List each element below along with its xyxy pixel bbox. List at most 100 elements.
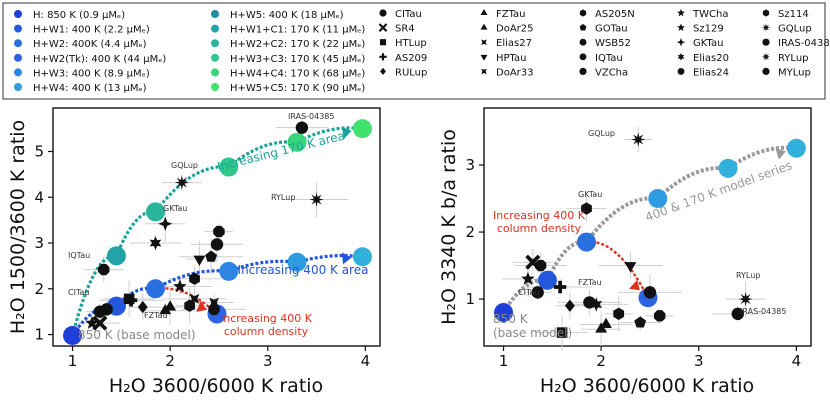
legend-source-label: GQLup [778,24,812,35]
left-label-citau: CITau [68,288,89,297]
legend-source-marker [379,39,387,46]
left-xtick-label: 4 [361,352,371,370]
left-model-point [287,252,307,272]
right-model-point [494,302,514,322]
legend-model-label: H+W2(Tk): 400 K (44 μMₑ) [33,54,166,65]
right-model-point [648,189,668,209]
legend-source-marker [677,52,685,61]
legend-source-marker [579,24,587,31]
legend-model-swatch [211,10,219,18]
left-source-point [98,263,110,276]
right-label-rylup: RYLup [736,271,760,280]
right-source-point [731,307,744,321]
left-label-rylup: RYLup [271,193,295,202]
legend-source-label: SR4 [395,24,415,35]
left-source-point [159,303,172,315]
right-ytick-label: 2 [465,223,475,241]
right-xlabel: H₂O 3600/6000 K ratio [540,375,754,397]
right-source-point [634,316,647,328]
left-source-point [208,303,220,316]
left-ylabel: H₂O 1500/3600 K ratio [7,120,29,334]
right-source-point [521,271,535,285]
left-source-point [158,216,173,231]
right-models [494,138,806,322]
legend-source-label: RYLup [778,53,809,64]
legend-source-marker [579,53,587,61]
left-label-iqtau: IQTau [68,251,90,260]
legend-model-swatch [14,83,22,91]
legend-source-label: DoAr25 [496,24,534,35]
legend-model-swatch [211,24,219,33]
legend-model-swatch [14,24,22,33]
left-annot-400col-2: column density [224,325,309,338]
right-source-point [643,286,657,299]
legend-source-marker [761,23,771,32]
left-source-point [137,300,148,314]
left-xtick-label: 3 [263,352,273,370]
legend-source-label: IQTau [595,53,623,64]
left-source-point [309,192,324,207]
legend-model-label: H: 850 K (0.9 μMₑ) [33,10,125,21]
legend-source-label: GKTau [693,38,723,49]
legend-source-label: Sz114 [778,9,809,20]
legend-model-label: H+W3+C3: 170 K (45 μMₑ) [230,54,365,65]
legend-source-marker [762,38,770,46]
left-label-iras: IRAS-04385 [288,112,334,121]
legend-model-label: H+W4+C4: 170 K (68 μMₑ) [230,68,365,79]
left-sources [85,121,324,331]
legend-model-swatch [14,68,22,77]
left-source-point [210,238,224,251]
left-source-point [213,225,225,238]
legend-model-label: H+W3: 400 K (8.9 μMₑ) [33,68,150,79]
left-ytick-label: 2 [34,280,44,298]
left-label-gqlup: GQLup [171,161,198,170]
legend-source-marker [676,38,686,47]
left-source-point [93,305,107,318]
legend-source-label: RULup [395,67,427,78]
legend-source-marker [378,23,388,32]
legend-model-label: H+W5: 400 K (18 μMₑ) [230,10,344,21]
legend-source-marker [762,9,770,17]
legend-source-label: HTLup [395,38,427,49]
legend-source-label: TWCha [692,9,728,20]
right-ytick-label: 3 [465,156,475,174]
right-source-point [583,296,596,309]
left-source-point [174,175,189,190]
right-source-point [653,310,666,322]
legend-source-marker [761,52,771,61]
left-ticks: 1 2 3 4 1 2 3 4 5 [34,142,370,370]
left-source-point [193,255,206,266]
left-model-point [352,119,372,139]
right-annot-base-1: 850 K [493,312,529,326]
left-xtick-label: 1 [68,352,78,370]
legend-source-label: Elias27 [496,38,532,49]
legend-source-marker [481,39,487,46]
left-ytick-label: 3 [34,234,44,252]
right-source-point [534,259,547,272]
legend-source-marker [379,9,387,17]
right-source-point [553,280,567,294]
left-model-point [63,325,83,345]
legend-model-swatch [211,53,219,62]
left-label-fztau: FZTau [144,311,168,320]
right-source-point [556,327,568,338]
legend-model-label: H+W1+C1: 170 K (11 μMₑ) [230,25,365,36]
legend-source-label: DoAr33 [496,67,534,78]
legend-source-label: WSB52 [595,38,631,49]
legend-source-label: Sz129 [693,24,724,35]
legend-model-swatch [14,10,22,18]
right-source-point [613,307,625,321]
legend-model-label: H+W1: 400 K (2.2 μMₑ) [33,25,150,36]
left-source-point [184,299,196,312]
left-ytick-label: 4 [34,188,44,206]
right-arrow-series-head [775,148,786,160]
right-xtick-label: 2 [596,352,606,370]
right-model-point [718,158,738,178]
left-model-point [145,279,165,299]
legend-source-marker [379,53,387,61]
legend-source-marker [762,67,770,75]
left-source-point [149,236,162,250]
left-arrow-400-area-head [341,252,352,265]
legend-source-marker [380,67,386,75]
right-source-point [624,262,637,273]
